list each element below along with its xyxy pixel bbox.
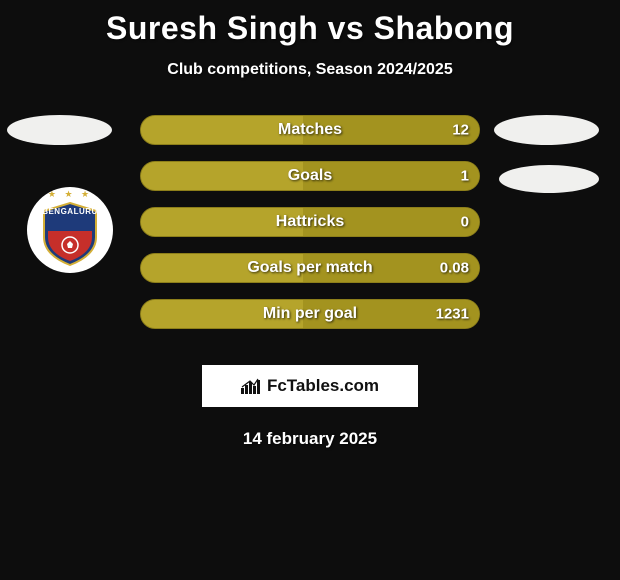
- badge-label: BENGALURU: [34, 207, 106, 216]
- badge-stars-icon: ★ ★ ★: [34, 189, 106, 200]
- brand-text: FcTables.com: [267, 376, 379, 396]
- stat-bar: Matches 12: [140, 115, 480, 145]
- snapshot-date: 14 february 2025: [0, 429, 620, 449]
- stat-value-right: 0.08: [440, 260, 469, 277]
- bar-chart-icon: [241, 378, 261, 394]
- brand-attribution[interactable]: FcTables.com: [202, 365, 418, 407]
- stat-bar: Goals per match 0.08: [140, 253, 480, 283]
- club-badge-left: ★ ★ ★ BENGALURU: [27, 187, 113, 273]
- stat-label: Hattricks: [276, 213, 344, 231]
- player-logo-right-placeholder-2: [499, 165, 599, 193]
- stat-label: Goals: [288, 167, 332, 185]
- stat-bar: Hattricks 0: [140, 207, 480, 237]
- player-logo-left-placeholder: [7, 115, 112, 145]
- stat-bars: Matches 12 Goals 1 Hattricks 0 Goals per match…: [140, 115, 480, 345]
- stat-value-right: 1: [461, 168, 469, 185]
- stat-label: Matches: [278, 121, 342, 139]
- stat-label: Min per goal: [263, 305, 357, 323]
- comparison-stage: ★ ★ ★ BENGALURU Matches 12 Goals 1 Hattricks…: [0, 115, 620, 345]
- stat-value-right: 1231: [436, 306, 469, 323]
- season-subtitle: Club competitions, Season 2024/2025: [0, 61, 620, 79]
- stat-bar: Min per goal 1231: [140, 299, 480, 329]
- stat-value-right: 0: [461, 214, 469, 231]
- stat-label: Goals per match: [247, 259, 372, 277]
- player-logo-right-placeholder-1: [494, 115, 599, 145]
- bar-fill-left: [141, 162, 303, 190]
- stat-value-right: 12: [452, 122, 469, 139]
- page-title: Suresh Singh vs Shabong: [0, 0, 620, 47]
- stat-bar: Goals 1: [140, 161, 480, 191]
